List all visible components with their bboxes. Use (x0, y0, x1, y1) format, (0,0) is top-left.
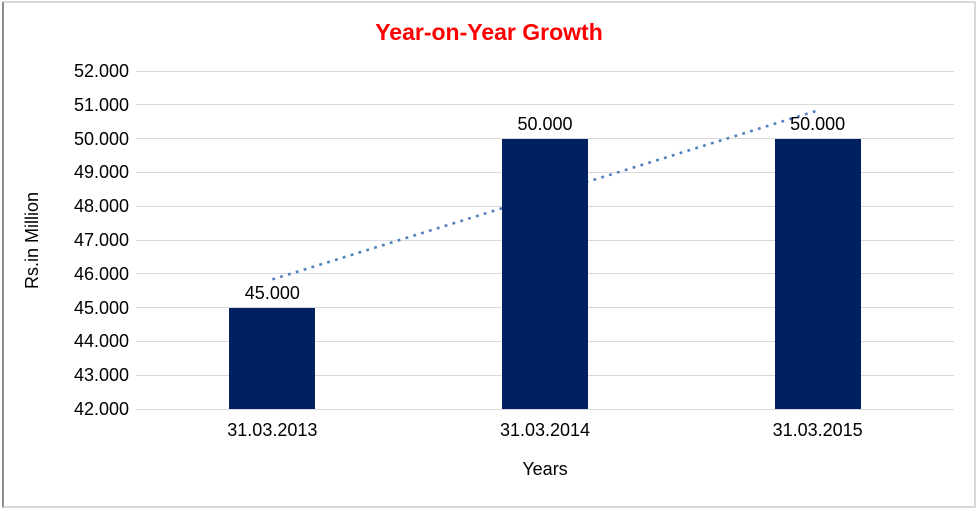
bar-value-label: 50.000 (790, 113, 846, 134)
y-tick-label: 51.000 (73, 94, 129, 115)
x-tick-label: 31.03.2014 (499, 420, 591, 440)
plot-area: 45.000 50.000 50.000 (136, 70, 954, 410)
x-tick-label: 31.03.2013 (227, 420, 318, 440)
bar-31.03.2015 (774, 138, 861, 409)
y-tick-label: 49.000 (73, 162, 129, 183)
gridline (136, 104, 954, 106)
y-tick-label: 47.000 (73, 230, 129, 250)
y-axis-tick-labels: 52.000 51.000 50.000 49.000 48.000 47.000 46.0… (34, 61, 129, 419)
y-tick-label: 43.000 (73, 365, 129, 386)
y-tick-label: 45.000 (73, 297, 129, 318)
trendline-layer (271, 109, 819, 281)
y-tick-label: 48.000 (73, 196, 129, 217)
x-axis-tick-labels: 31.03.2013 31.03.2014 31.03.2015 (136, 417, 954, 443)
y-tick-label: 44.000 (73, 331, 129, 352)
bar-value-label: 45.000 (244, 282, 300, 303)
chart-title: Year-on-Year Growth (375, 19, 603, 45)
y-tick-label: 52.000 (73, 61, 129, 81)
gridline (136, 138, 954, 140)
bar-31.03.2013 (229, 307, 316, 409)
x-tick-label: 31.03.2015 (772, 420, 863, 440)
y-tick-label: 42.000 (73, 399, 129, 419)
gridline (136, 408, 954, 410)
bar-value-label: 50.000 (517, 113, 573, 134)
y-tick-label: 50.000 (73, 128, 129, 149)
y-tick-label: 46.000 (73, 263, 129, 284)
gridline (136, 70, 954, 72)
x-axis-title: Years (522, 459, 568, 479)
bar-31.03.2014 (502, 138, 588, 409)
trendline (271, 109, 819, 281)
